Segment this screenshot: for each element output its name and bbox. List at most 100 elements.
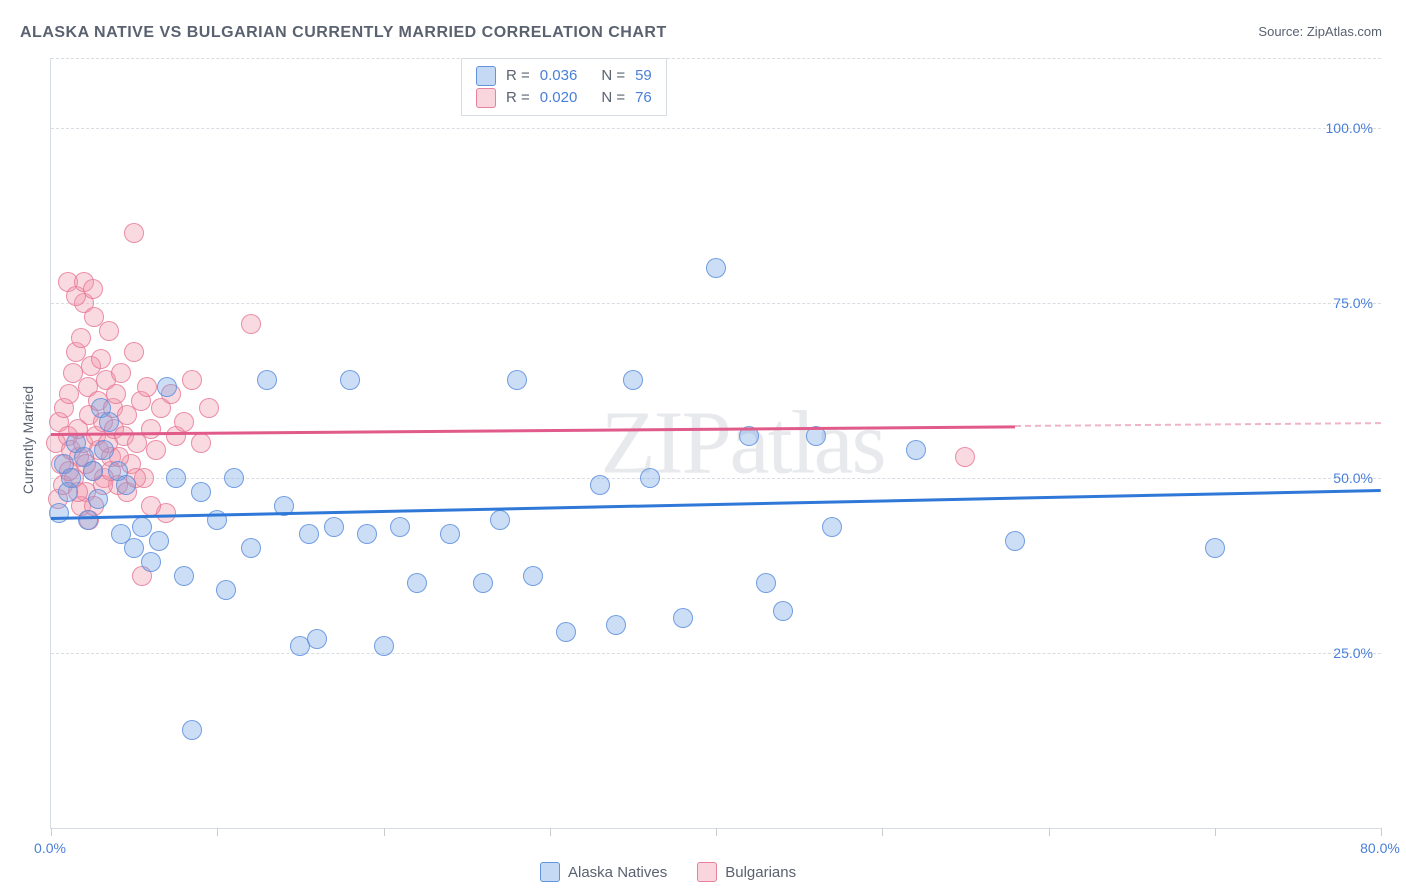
data-point bbox=[906, 440, 926, 460]
r-value-blue: 0.036 bbox=[540, 65, 578, 87]
data-point bbox=[99, 321, 119, 341]
data-point bbox=[407, 573, 427, 593]
stats-legend: R = 0.036 N = 59 R = 0.020 N = 76 bbox=[461, 58, 667, 116]
data-point bbox=[756, 573, 776, 593]
series-legend: Alaska Natives Bulgarians bbox=[540, 862, 796, 882]
data-point bbox=[141, 496, 161, 516]
x-tick bbox=[51, 828, 52, 836]
data-point bbox=[224, 468, 244, 488]
data-point bbox=[955, 447, 975, 467]
data-point bbox=[124, 342, 144, 362]
data-point bbox=[182, 370, 202, 390]
y-tick-label: 75.0% bbox=[1333, 295, 1373, 311]
legend-label-blue: Alaska Natives bbox=[568, 864, 667, 881]
y-tick-label: 100.0% bbox=[1326, 120, 1373, 136]
x-tick-label: 80.0% bbox=[1360, 840, 1400, 856]
data-point bbox=[166, 468, 186, 488]
data-point bbox=[191, 482, 211, 502]
data-point bbox=[137, 377, 157, 397]
data-point bbox=[241, 314, 261, 334]
r-value-pink: 0.020 bbox=[540, 87, 578, 109]
data-point bbox=[390, 517, 410, 537]
legend-item-blue: Alaska Natives bbox=[540, 862, 667, 882]
data-point bbox=[111, 363, 131, 383]
gridline bbox=[51, 653, 1381, 654]
y-tick-label: 25.0% bbox=[1333, 645, 1373, 661]
data-point bbox=[340, 370, 360, 390]
x-tick bbox=[550, 828, 551, 836]
n-label: N = bbox=[601, 65, 625, 87]
data-point bbox=[1005, 531, 1025, 551]
data-point bbox=[141, 552, 161, 572]
data-point bbox=[216, 580, 236, 600]
source-name: ZipAtlas.com bbox=[1307, 24, 1382, 39]
data-point bbox=[706, 258, 726, 278]
data-point bbox=[1205, 538, 1225, 558]
data-point bbox=[174, 566, 194, 586]
data-point bbox=[174, 412, 194, 432]
data-point bbox=[241, 538, 261, 558]
trend-line bbox=[51, 425, 1015, 435]
n-value-pink: 76 bbox=[635, 87, 652, 109]
gridline bbox=[51, 58, 1381, 59]
data-point bbox=[606, 615, 626, 635]
x-tick bbox=[1049, 828, 1050, 836]
data-point bbox=[507, 370, 527, 390]
data-point bbox=[523, 566, 543, 586]
data-point bbox=[71, 328, 91, 348]
source-label: Source: bbox=[1258, 24, 1303, 39]
data-point bbox=[473, 573, 493, 593]
r-label: R = bbox=[506, 65, 530, 87]
n-value-blue: 59 bbox=[635, 65, 652, 87]
data-point bbox=[182, 720, 202, 740]
r-label: R = bbox=[506, 87, 530, 109]
data-point bbox=[191, 433, 211, 453]
data-point bbox=[88, 489, 108, 509]
data-point bbox=[357, 524, 377, 544]
data-point bbox=[299, 524, 319, 544]
data-point bbox=[822, 517, 842, 537]
data-point bbox=[116, 475, 136, 495]
data-point bbox=[374, 636, 394, 656]
legend-label-pink: Bulgarians bbox=[725, 864, 796, 881]
data-point bbox=[307, 629, 327, 649]
data-point bbox=[673, 608, 693, 628]
data-point bbox=[773, 601, 793, 621]
data-point bbox=[78, 510, 98, 530]
source-attribution: Source: ZipAtlas.com bbox=[1258, 24, 1382, 39]
data-point bbox=[49, 503, 69, 523]
x-tick bbox=[1381, 828, 1382, 836]
data-point bbox=[146, 440, 166, 460]
data-point bbox=[124, 223, 144, 243]
data-point bbox=[623, 370, 643, 390]
trend-line bbox=[1015, 422, 1381, 427]
data-point bbox=[124, 538, 144, 558]
gridline bbox=[51, 303, 1381, 304]
data-point bbox=[556, 622, 576, 642]
chart-title: ALASKA NATIVE VS BULGARIAN CURRENTLY MAR… bbox=[20, 24, 667, 42]
swatch-blue-icon bbox=[540, 862, 560, 882]
data-point bbox=[440, 524, 460, 544]
data-point bbox=[83, 461, 103, 481]
x-tick bbox=[1215, 828, 1216, 836]
gridline bbox=[51, 128, 1381, 129]
data-point bbox=[141, 419, 161, 439]
stats-row-pink: R = 0.020 N = 76 bbox=[476, 87, 652, 109]
data-point bbox=[149, 531, 169, 551]
data-point bbox=[99, 412, 119, 432]
gridline bbox=[51, 478, 1381, 479]
swatch-pink-icon bbox=[697, 862, 717, 882]
data-point bbox=[157, 377, 177, 397]
y-tick-label: 50.0% bbox=[1333, 470, 1373, 486]
data-point bbox=[199, 398, 219, 418]
data-point bbox=[324, 517, 344, 537]
data-point bbox=[490, 510, 510, 530]
stats-row-blue: R = 0.036 N = 59 bbox=[476, 65, 652, 87]
swatch-pink-icon bbox=[476, 88, 496, 108]
x-tick-label: 0.0% bbox=[34, 840, 66, 856]
x-tick bbox=[217, 828, 218, 836]
data-point bbox=[590, 475, 610, 495]
scatter-plot: ZIPatlas R = 0.036 N = 59 R = 0.020 N = … bbox=[50, 58, 1381, 829]
x-tick bbox=[384, 828, 385, 836]
data-point bbox=[83, 279, 103, 299]
